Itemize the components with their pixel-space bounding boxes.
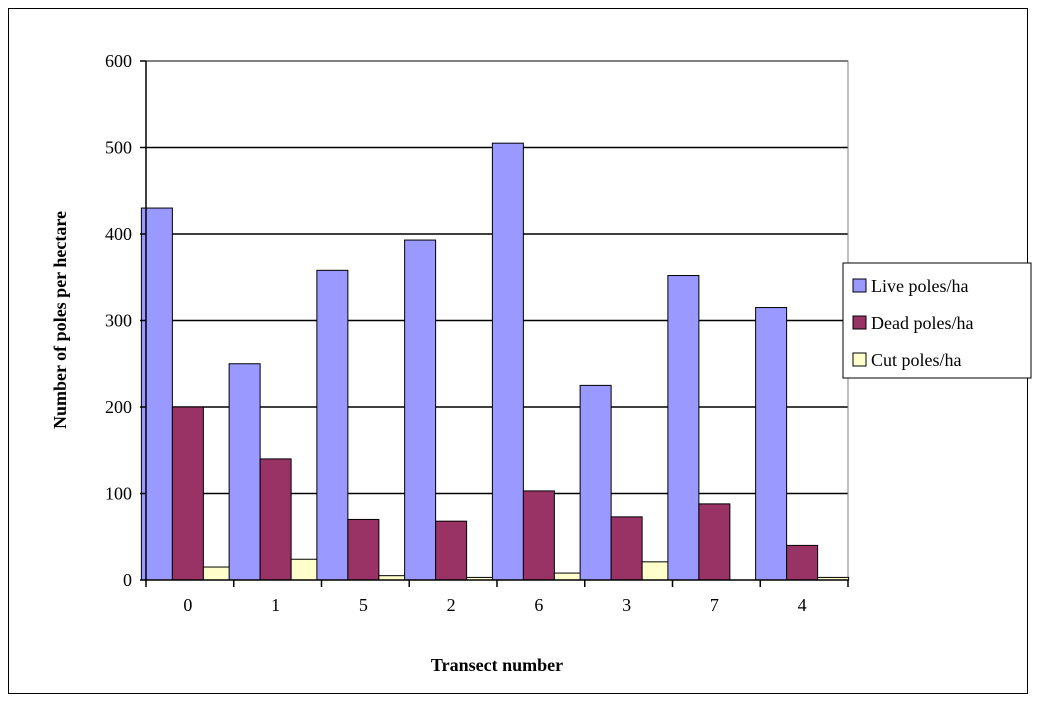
legend-swatch-cut-poles-ha bbox=[852, 352, 867, 367]
y-tick-label: 200 bbox=[105, 397, 132, 417]
bar-dead-poles-ha-0 bbox=[171, 406, 204, 581]
legend-swatch-live-poles-ha bbox=[852, 278, 867, 293]
y-tick-label: 600 bbox=[105, 51, 132, 71]
y-tick-label: 500 bbox=[105, 138, 132, 158]
legend-label-dead-poles-ha: Dead poles/ha bbox=[871, 313, 973, 333]
x-tick-label: 0 bbox=[183, 595, 192, 615]
y-axis-title: Number of poles per hectare bbox=[50, 211, 70, 429]
bar-live-poles-ha-4 bbox=[755, 307, 788, 581]
y-tick-label: 400 bbox=[105, 224, 132, 244]
bar-dead-poles-ha-6 bbox=[522, 490, 555, 581]
bar-live-poles-ha-1 bbox=[228, 363, 261, 581]
x-tick-label: 2 bbox=[447, 595, 456, 615]
legend-label-live-poles-ha: Live poles/ha bbox=[871, 276, 968, 296]
bar-live-poles-ha-7 bbox=[667, 275, 700, 581]
bars bbox=[140, 142, 850, 581]
legend-box bbox=[842, 262, 1032, 379]
y-tick-label: 0 bbox=[123, 570, 132, 590]
x-tick-label: 6 bbox=[534, 595, 543, 615]
x-tick-label: 1 bbox=[271, 595, 280, 615]
bar-live-poles-ha-5 bbox=[316, 269, 349, 581]
axes bbox=[140, 60, 849, 587]
legend: Live poles/ha Dead poles/ha Cut poles/ha bbox=[842, 262, 1032, 379]
x-tick-label: 7 bbox=[710, 595, 719, 615]
x-tick-label: 5 bbox=[359, 595, 368, 615]
x-tick-label: 4 bbox=[798, 595, 807, 615]
x-tick-label: 3 bbox=[622, 595, 631, 615]
y-tick-label: 100 bbox=[105, 484, 132, 504]
y-tick-labels: 0 100 200 300 400 500 600 bbox=[105, 51, 132, 590]
bar-dead-poles-ha-5 bbox=[347, 518, 380, 581]
x-tick-labels: 0 1 5 2 6 3 7 4 bbox=[183, 595, 806, 615]
bar-live-poles-ha-3 bbox=[579, 384, 612, 581]
bar-dead-poles-ha-4 bbox=[786, 544, 819, 581]
legend-label-cut-poles-ha: Cut poles/ha bbox=[871, 350, 962, 370]
bar-live-poles-ha-6 bbox=[491, 142, 524, 581]
bar-live-poles-ha-2 bbox=[404, 239, 437, 581]
bar-dead-poles-ha-7 bbox=[698, 503, 731, 581]
bar-dead-poles-ha-3 bbox=[610, 516, 643, 581]
bar-dead-poles-ha-2 bbox=[435, 520, 468, 581]
legend-swatch-dead-poles-ha bbox=[852, 315, 867, 330]
bar-dead-poles-ha-1 bbox=[259, 458, 292, 581]
x-axis-title: Transect number bbox=[431, 655, 563, 675]
y-tick-label: 300 bbox=[105, 311, 132, 331]
